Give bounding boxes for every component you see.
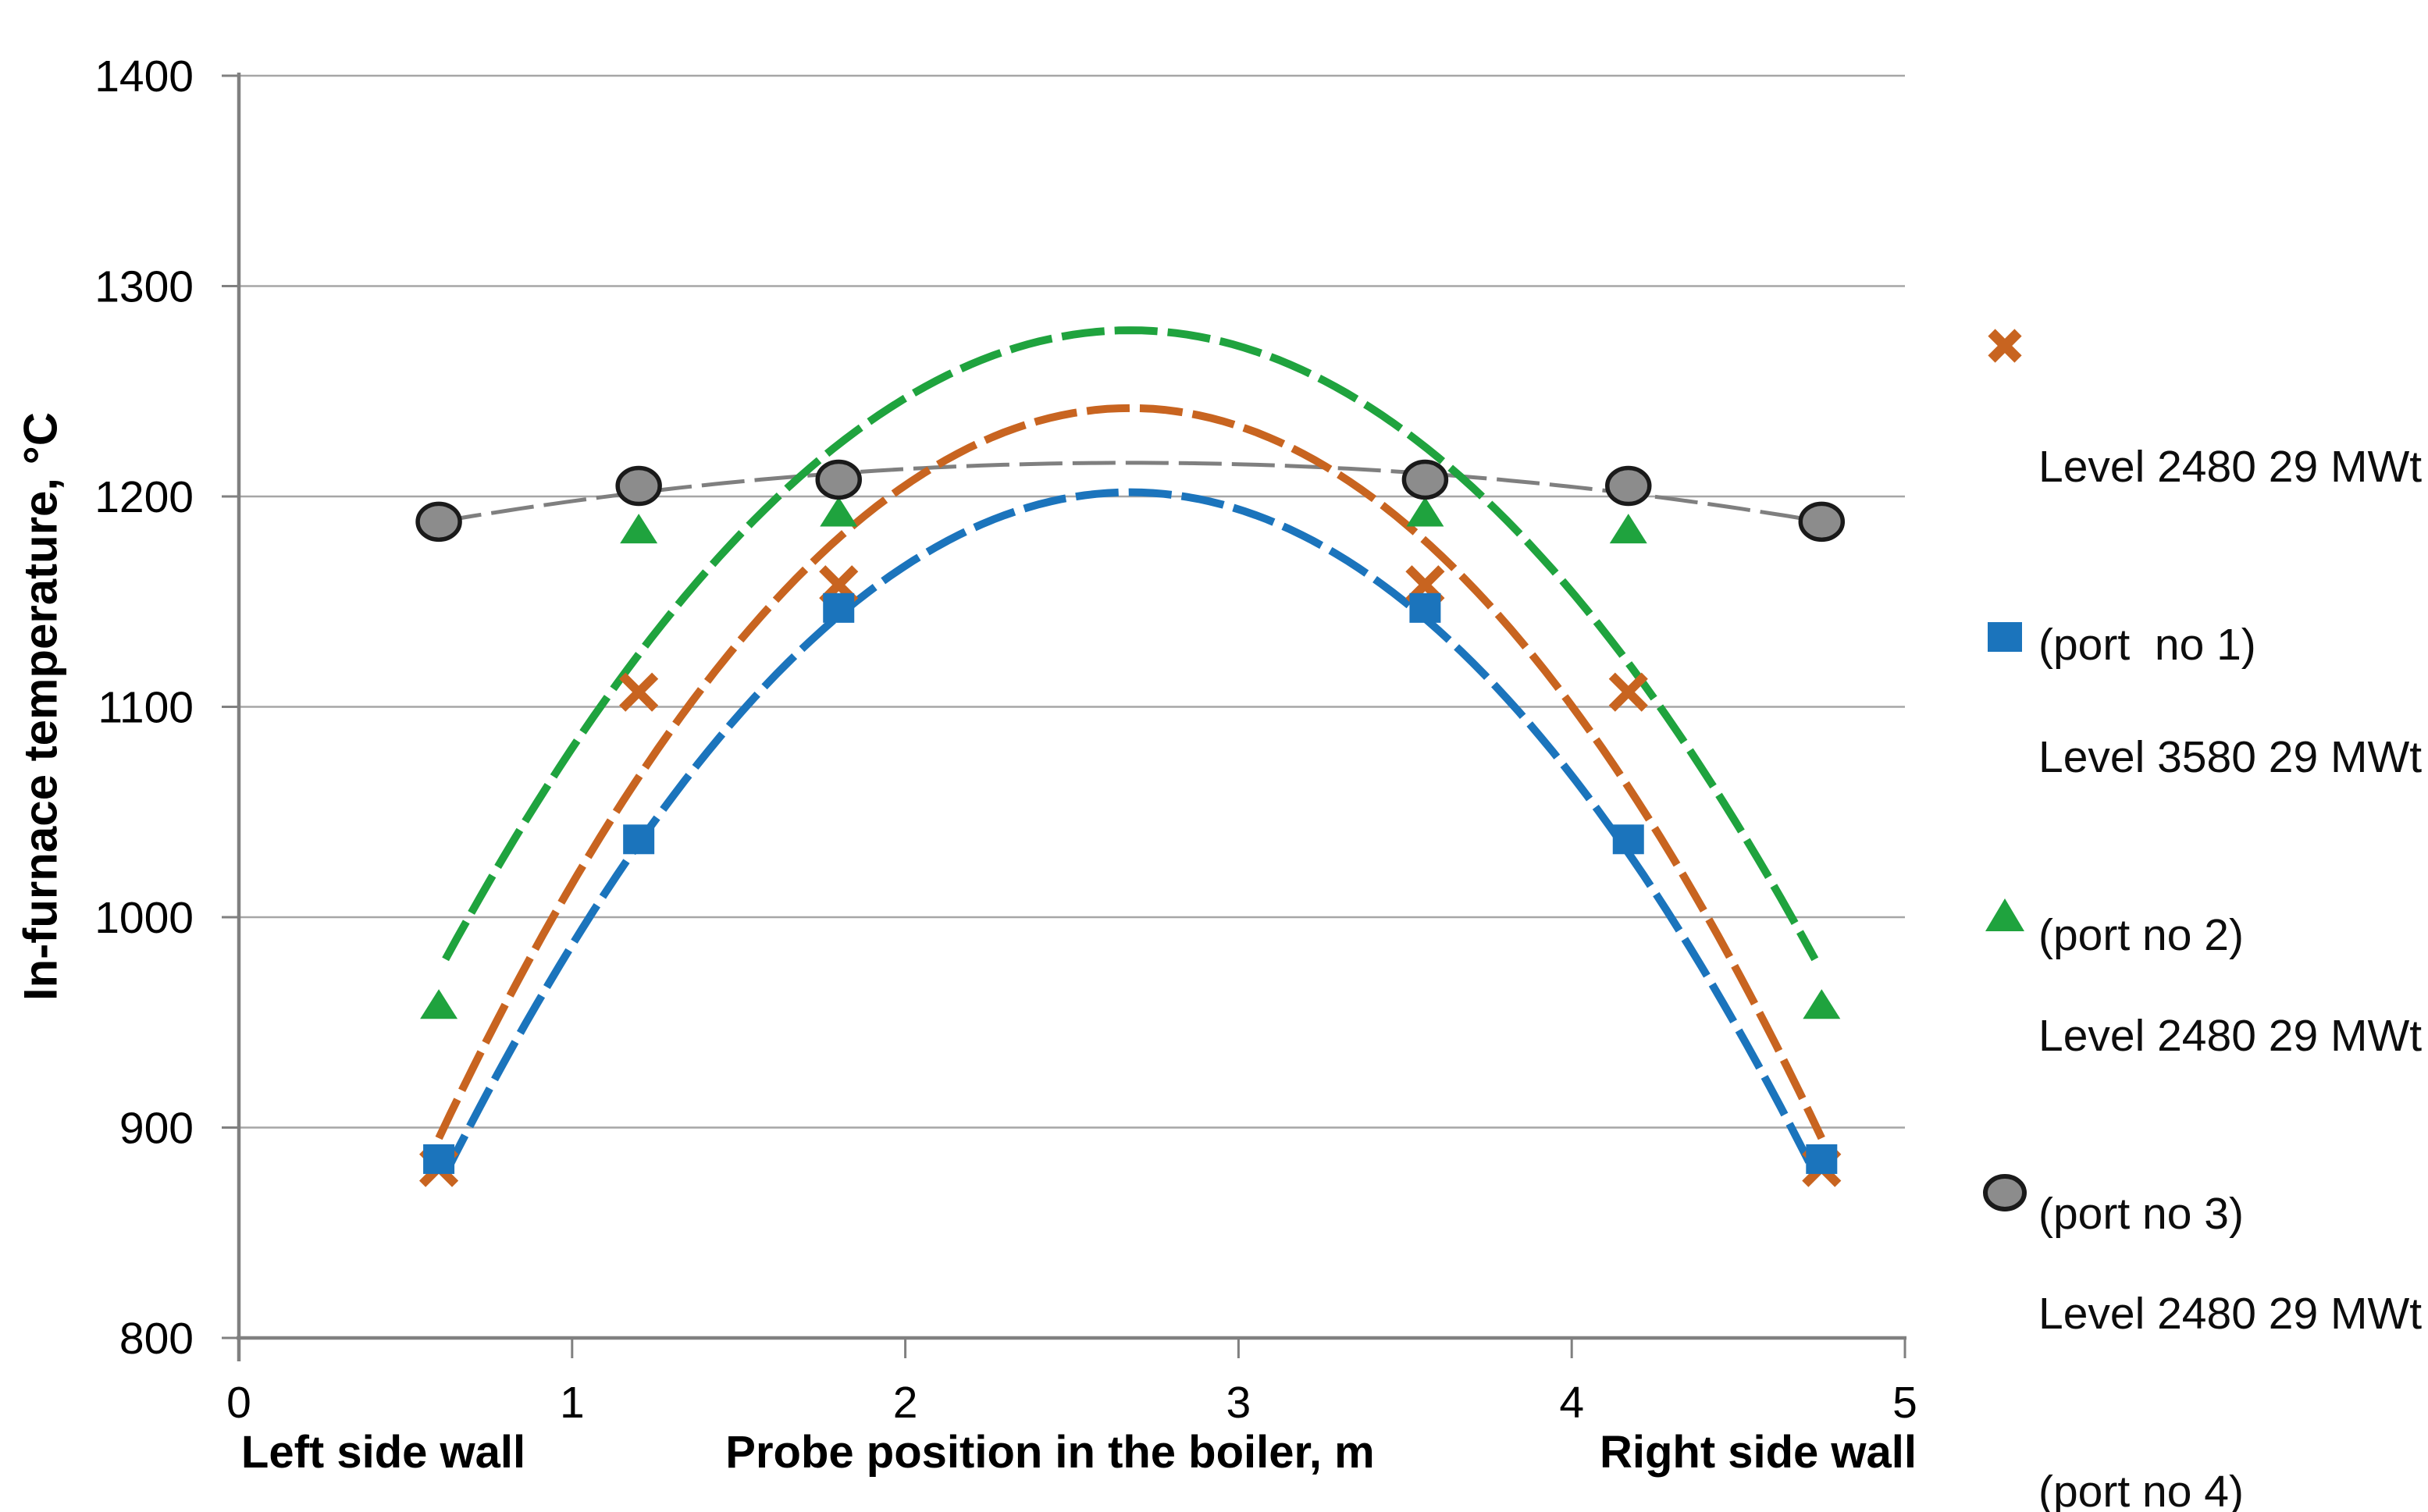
data-point-triangle xyxy=(620,514,658,544)
y-tick-label: 1200 xyxy=(94,472,194,522)
data-point-circle xyxy=(615,465,662,507)
legend-label: Level 2480 29 MWt (port no 3) xyxy=(2038,888,2422,1362)
trend-curve-x xyxy=(435,404,1825,1140)
legend-label: Level 2480 29 MWt (port no 1) xyxy=(2038,318,2422,793)
data-point-square xyxy=(623,824,655,855)
legend-entry-port-1: Level 2480 29 MWt (port no 1) xyxy=(1981,318,2422,793)
data-point-circle xyxy=(1605,465,1652,507)
x-tick-label: 1 xyxy=(560,1378,585,1428)
square-marker-icon xyxy=(1988,622,2022,652)
trend-curve-circle xyxy=(438,461,1822,524)
data-point-x xyxy=(619,672,659,712)
legend-label-line1: Level 3580 29 MWt xyxy=(2038,732,2423,782)
triangle-marker-icon xyxy=(1985,898,2024,931)
data-point-square xyxy=(423,1144,455,1174)
x-marker-icon xyxy=(1988,329,2022,363)
data-point-circle xyxy=(415,501,462,543)
y-tick-label: 800 xyxy=(119,1314,194,1364)
data-point-triangle xyxy=(820,496,858,527)
legend-label-line2: (port no 3) xyxy=(2038,1189,2244,1239)
y-tick-label: 1000 xyxy=(94,893,194,943)
x-tick-label: 2 xyxy=(893,1378,918,1428)
x-caption-right: Right side wall xyxy=(1599,1427,1917,1478)
trend-curve-square xyxy=(442,488,1819,1176)
y-axis-title: In-furnace temperature, °C xyxy=(14,411,67,1001)
legend-label: Level 2480 29 MWt (port no 4) xyxy=(2038,1165,2422,1512)
circle-marker-icon xyxy=(1983,1174,2027,1211)
data-point-square xyxy=(1806,1144,1838,1174)
data-point-circle xyxy=(1401,459,1449,500)
x-tick-label: 0 xyxy=(226,1378,251,1428)
data-point-triangle xyxy=(1406,496,1444,527)
legend-entry-port-3: Level 2480 29 MWt (port no 3) xyxy=(1981,888,2422,1362)
data-point-triangle xyxy=(1803,989,1841,1019)
data-point-x xyxy=(1608,672,1648,712)
y-tick-label: 1300 xyxy=(94,262,194,312)
x-tick-label: 4 xyxy=(1559,1378,1584,1428)
legend: Level 2480 29 MWt (port no 1) Level 3580… xyxy=(1981,0,2428,1512)
legend-label-line2: (port no 2) xyxy=(2038,910,2244,960)
legend-entry-port-4: Level 2480 29 MWt (port no 4) xyxy=(1981,1165,2422,1512)
y-tick-label: 1400 xyxy=(94,52,194,101)
legend-label-line2: (port no 1) xyxy=(2038,620,2256,670)
data-point-circle xyxy=(815,459,862,500)
legend-label-line1: Level 2480 29 MWt xyxy=(2038,1011,2423,1061)
trend-curve-triangle xyxy=(442,326,1819,962)
legend-label-line1: Level 2480 29 MWt xyxy=(2038,1289,2423,1339)
legend-label-line2: (port no 4) xyxy=(2038,1467,2244,1512)
legend-entry-port-2: Level 3580 29 MWt (port no 2) xyxy=(1981,609,2422,1083)
y-tick-label: 1100 xyxy=(98,683,194,733)
y-tick-label: 900 xyxy=(119,1104,194,1154)
data-point-triangle xyxy=(420,989,458,1019)
data-point-triangle xyxy=(1609,514,1647,544)
x-axis-title: Probe position in the boiler, m xyxy=(725,1427,1375,1478)
x-tick-label: 3 xyxy=(1226,1378,1251,1428)
data-point-square xyxy=(1409,592,1441,623)
data-point-circle xyxy=(1798,501,1846,543)
data-point-square xyxy=(823,592,855,623)
x-caption-left: Left side wall xyxy=(240,1427,526,1478)
data-point-square xyxy=(1612,824,1644,855)
legend-label-line1: Level 2480 29 MWt xyxy=(2038,442,2423,492)
x-tick-label: 5 xyxy=(1892,1378,1917,1428)
legend-label: Level 3580 29 MWt (port no 2) xyxy=(2038,609,2422,1083)
